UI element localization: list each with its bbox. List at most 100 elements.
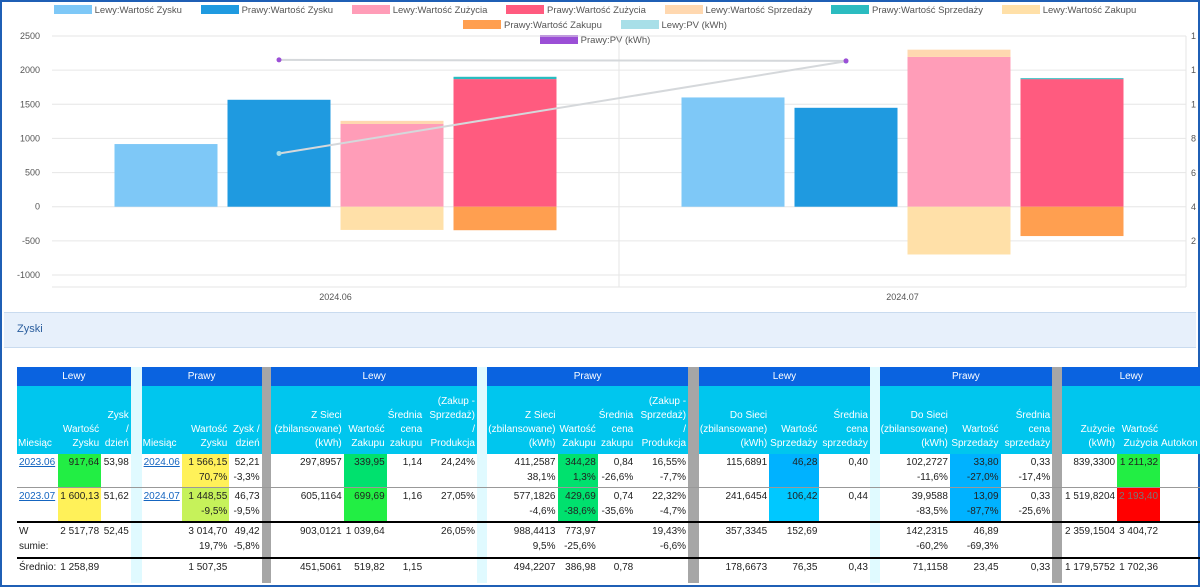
bar xyxy=(114,144,218,207)
col-header[interactable]: Średnia cena sprzedaży xyxy=(1000,386,1053,454)
col-header[interactable]: Wartość Zysku xyxy=(58,386,102,454)
profit-table: Lewy Prawy Lewy Prawy Lewy Prawy Lewy Mi… xyxy=(17,367,1200,583)
bar xyxy=(453,206,557,231)
y-tick-label: 500 xyxy=(25,168,40,178)
y2-tick-label: 1 xyxy=(1191,31,1196,41)
y-tick-label: -1000 xyxy=(17,270,40,280)
legend-swatch xyxy=(463,20,502,29)
column-header-row: Miesiąc Wartość Zysku Zysk / dzień Miesi… xyxy=(17,386,1200,454)
bar xyxy=(1020,78,1124,80)
legend-swatch xyxy=(506,5,545,14)
legend-item[interactable]: Lewy:Wartość Zysku xyxy=(53,3,182,18)
y2-tick-label: 1 xyxy=(1191,99,1196,109)
group-lewy: Lewy xyxy=(271,367,477,386)
col-header[interactable]: Średnia cena zakupu xyxy=(597,386,636,454)
bar xyxy=(1020,206,1124,237)
legend-swatch xyxy=(53,5,92,14)
bar xyxy=(453,76,557,80)
legend-item[interactable]: Lewy:PV (kWh) xyxy=(620,18,727,33)
col-header[interactable]: Z Sieci (zbilansowane) (kWh) xyxy=(271,386,344,454)
legend-swatch xyxy=(200,5,239,14)
legend-label: Lewy:Wartość Sprzedaży xyxy=(705,5,813,16)
col-header[interactable]: Wartość Zysku xyxy=(181,386,230,454)
col-header[interactable]: Zysk / dzień xyxy=(229,386,262,454)
legend-swatch xyxy=(539,35,578,44)
col-header[interactable]: Do Sieci (zbilansowane) (kWh) xyxy=(698,386,770,454)
col-header[interactable]: Wartość Zakupu xyxy=(343,386,387,454)
group-prawy: Prawy xyxy=(879,367,1053,386)
y-tick-label: 0 xyxy=(35,202,40,212)
y-tick-label: 1500 xyxy=(20,99,40,109)
legend-label: Prawy:PV (kWh) xyxy=(580,35,651,46)
col-header[interactable]: (Zakup - Sprzedaż) / Produkcja xyxy=(424,386,477,454)
bar xyxy=(340,120,444,124)
series-point xyxy=(843,58,849,64)
group-lewy: Lewy xyxy=(17,367,131,386)
bar xyxy=(907,206,1011,255)
legend-swatch xyxy=(664,5,703,14)
chart-legend: Lewy:Wartość Zysku Prawy:Wartość Zysku L… xyxy=(40,3,1150,48)
y2-tick-label: 4 xyxy=(1191,202,1196,212)
legend-label: Lewy:Wartość Zakupu xyxy=(1042,5,1137,16)
bar xyxy=(340,206,444,230)
y2-tick-label: 1 xyxy=(1191,65,1196,75)
group-prawy: Prawy xyxy=(141,367,262,386)
legend-swatch xyxy=(351,5,390,14)
col-header[interactable]: Wartość Zużycia xyxy=(1117,386,1161,454)
legend-label: Lewy:Wartość Zużycia xyxy=(392,5,488,16)
x-tick-label: 2024.07 xyxy=(886,292,919,302)
table-row: 2023.06 917,64 53,98 2024.06 1 566,15 70,… xyxy=(17,454,1200,488)
month-link[interactable]: 2024.06 xyxy=(143,457,180,468)
section-header[interactable]: Zyski xyxy=(4,312,1196,348)
col-header[interactable]: Wartość Sprzedaży xyxy=(769,386,820,454)
col-header[interactable]: Średnia cena zakupu xyxy=(386,386,425,454)
series-point xyxy=(276,57,282,63)
month-link[interactable]: 2024.07 xyxy=(143,491,180,502)
y-tick-label: 1000 xyxy=(20,133,40,143)
col-header[interactable]: Do Sieci (zbilansowane) (kWh) xyxy=(879,386,950,454)
legend-item[interactable]: Lewy:Wartość Zużycia xyxy=(351,3,488,18)
bar xyxy=(340,123,444,207)
legend-item[interactable]: Prawy:PV (kWh) xyxy=(539,33,651,48)
legend-item[interactable]: Lewy:Wartość Zakupu xyxy=(1001,3,1137,18)
y-tick-label: 2500 xyxy=(20,31,40,41)
col-header[interactable]: Miesiąc xyxy=(141,386,182,454)
group-prawy: Prawy xyxy=(487,367,689,386)
col-header[interactable]: Wartość Zakupu xyxy=(557,386,598,454)
bar-chart: 2500 2000 1500 1000 500 0 -500 -1000 1 1 1 8 6 4 2 2024… xyxy=(17,31,1196,302)
legend-item[interactable]: Lewy:Wartość Sprzedaży xyxy=(664,3,813,18)
bar xyxy=(907,56,1011,207)
legend-item[interactable]: Prawy:Wartość Zysku xyxy=(200,3,334,18)
series-point xyxy=(276,150,282,156)
legend-item[interactable]: Prawy:Wartość Zakupu xyxy=(463,18,602,33)
bar xyxy=(681,97,785,207)
y2-tick-label: 2 xyxy=(1191,236,1196,246)
legend-item[interactable]: Prawy:Wartość Zużycia xyxy=(506,3,646,18)
col-header[interactable]: Zużycie (kWh) xyxy=(1062,386,1118,454)
series-line xyxy=(278,60,847,155)
legend-swatch xyxy=(1001,5,1040,14)
col-header[interactable]: Z Sieci (zbilansowane) (kWh) xyxy=(487,386,558,454)
month-link[interactable]: 2023.07 xyxy=(19,491,56,502)
y-tick-label: 2000 xyxy=(20,65,40,75)
legend-label: Prawy:Wartość Zakupu xyxy=(504,20,602,31)
sum-row: W sumie: 2 517,78 52,45 3 014,70 19,7% 49… xyxy=(17,522,1200,559)
col-header[interactable]: Miesiąc xyxy=(17,386,59,454)
group-lewy: Lewy xyxy=(1062,367,1200,386)
bar xyxy=(1020,79,1124,207)
col-header[interactable]: (Zakup - Sprzedaż) / Produkcja xyxy=(635,386,689,454)
table-row: 2023.07 1 600,13 51,62 2024.07 1 448,55-… xyxy=(17,487,1200,523)
bar xyxy=(794,107,898,207)
legend-label: Prawy:Wartość Zysku xyxy=(241,5,334,16)
bar xyxy=(907,49,1011,57)
bar xyxy=(453,79,557,207)
x-tick-label: 2024.06 xyxy=(319,292,352,302)
col-header[interactable]: Wartość Sprzedaży xyxy=(949,386,1001,454)
legend-item[interactable]: Prawy:Wartość Sprzedaży xyxy=(831,3,983,18)
y2-tick-label: 6 xyxy=(1191,168,1196,178)
col-header[interactable]: Zysk / dzień xyxy=(101,386,131,454)
section-title: Zyski xyxy=(17,323,43,335)
col-header[interactable]: Autokon xyxy=(1160,386,1200,454)
col-header[interactable]: Średnia cena sprzedaży xyxy=(819,386,870,454)
month-link[interactable]: 2023.06 xyxy=(19,457,56,468)
